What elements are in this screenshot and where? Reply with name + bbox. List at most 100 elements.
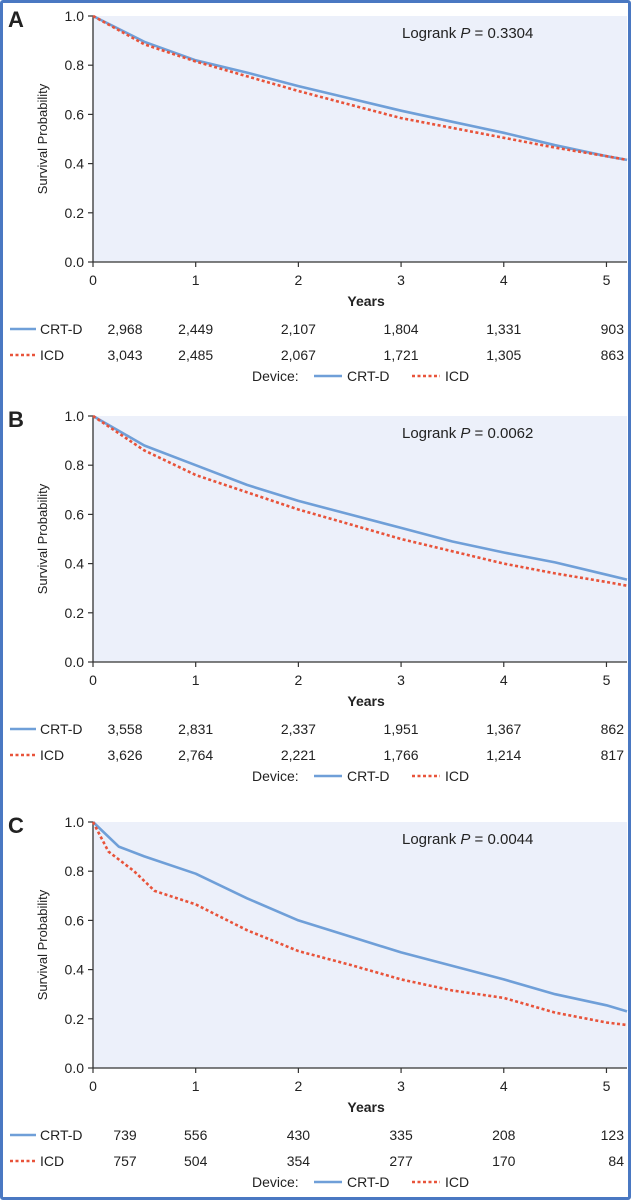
legend-item-label: CRT-D [347, 368, 390, 384]
x-tick-label: 0 [89, 1078, 97, 1094]
risk-table-value: 2,221 [281, 747, 316, 763]
x-tick-label: 4 [500, 672, 508, 688]
risk-table-value: 2,968 [107, 321, 142, 337]
y-tick-label: 0.8 [65, 863, 85, 879]
y-tick-label: 1.0 [65, 814, 85, 830]
x-tick-label: 5 [603, 1078, 611, 1094]
risk-table-group-name: ICD [40, 747, 64, 763]
risk-table-value: 1,951 [384, 721, 419, 737]
x-tick-label: 2 [294, 1078, 302, 1094]
logrank-prefix: Logrank [402, 831, 460, 848]
logrank-value: = 0.3304 [470, 25, 533, 42]
x-tick-label: 4 [500, 1078, 508, 1094]
y-tick-label: 0.2 [65, 205, 85, 221]
y-tick-label: 0.6 [65, 106, 85, 122]
risk-table-value: 1,766 [384, 747, 419, 763]
series-line-crt-d [92, 14, 628, 162]
risk-table-value: 354 [287, 1153, 311, 1169]
legend-item-label: CRT-D [347, 768, 390, 784]
risk-table-value: 2,107 [281, 321, 316, 337]
y-tick-label: 0.6 [65, 506, 85, 522]
risk-table-group-name: CRT-D [40, 321, 83, 337]
y-tick-label: 0.0 [65, 1060, 85, 1076]
logrank-annotation: Logrank P = 0.0044 [402, 831, 533, 848]
x-axis-label: Years [347, 293, 385, 309]
x-tick-label: 5 [603, 672, 611, 688]
risk-table-value: 1,331 [486, 321, 521, 337]
series-line-icd [92, 14, 628, 162]
y-tick-label: 0.4 [65, 962, 85, 978]
risk-table-value: 123 [601, 1127, 625, 1143]
plot-area [93, 416, 627, 662]
series-line-crt-d [92, 821, 628, 1013]
risk-table-value: 757 [113, 1153, 137, 1169]
y-tick-label: 1.0 [65, 408, 85, 424]
risk-table-group-name: CRT-D [40, 1127, 83, 1143]
logrank-annotation: Logrank P = 0.3304 [402, 25, 533, 42]
y-tick-label: 0.2 [65, 605, 85, 621]
series-line-crt-d [92, 414, 628, 581]
legend-item-label: ICD [445, 768, 469, 784]
x-tick-label: 5 [603, 272, 611, 288]
x-tick-label: 3 [397, 1078, 405, 1094]
risk-table-value: 2,067 [281, 347, 316, 363]
legend-title: Device: [252, 768, 299, 784]
risk-table-value: 2,485 [178, 347, 213, 363]
y-tick-label: 0.2 [65, 1011, 85, 1027]
risk-table-value: 1,721 [384, 347, 419, 363]
y-tick-label: 1.0 [65, 8, 85, 24]
panel-label: A [8, 7, 24, 32]
plot-area [93, 16, 627, 262]
risk-table-value: 208 [492, 1127, 516, 1143]
logrank-p: P [460, 25, 470, 42]
x-axis-label: Years [347, 693, 385, 709]
x-tick-label: 2 [294, 272, 302, 288]
risk-table-value: 2,449 [178, 321, 213, 337]
y-tick-label: 0.0 [65, 654, 85, 670]
risk-table-value: 2,337 [281, 721, 316, 737]
risk-table-value: 2,831 [178, 721, 213, 737]
panel-label: C [8, 813, 24, 838]
x-tick-label: 1 [192, 672, 200, 688]
y-axis-label: Survival Probability [35, 483, 50, 594]
x-tick-label: 3 [397, 272, 405, 288]
y-tick-label: 0.4 [65, 556, 85, 572]
x-tick-label: 1 [192, 1078, 200, 1094]
risk-table-value: 3,626 [107, 747, 142, 763]
legend-item-label: CRT-D [347, 1174, 390, 1190]
y-axis-label: Survival Probability [35, 889, 50, 1000]
risk-table-value: 1,214 [486, 747, 521, 763]
risk-table-value: 556 [184, 1127, 208, 1143]
legend-item-label: ICD [445, 1174, 469, 1190]
x-tick-label: 1 [192, 272, 200, 288]
logrank-value: = 0.0044 [470, 831, 533, 848]
risk-table-value: 335 [389, 1127, 413, 1143]
risk-table-value: 504 [184, 1153, 208, 1169]
y-axis-label: Survival Probability [35, 83, 50, 194]
risk-table-value: 863 [601, 347, 625, 363]
legend-title: Device: [252, 1174, 299, 1190]
risk-table-group-name: CRT-D [40, 721, 83, 737]
x-tick-label: 2 [294, 672, 302, 688]
y-tick-label: 0.4 [65, 156, 85, 172]
risk-table-value: 84 [608, 1153, 624, 1169]
x-tick-label: 0 [89, 672, 97, 688]
y-tick-label: 0.8 [65, 457, 85, 473]
plot-area [93, 822, 627, 1068]
logrank-annotation: Logrank P = 0.0062 [402, 425, 533, 442]
risk-table-value: 170 [492, 1153, 516, 1169]
x-tick-label: 3 [397, 672, 405, 688]
risk-table-value: 3,043 [107, 347, 142, 363]
risk-table-value: 817 [601, 747, 625, 763]
risk-table-value: 1,305 [486, 347, 521, 363]
logrank-prefix: Logrank [402, 25, 460, 42]
logrank-prefix: Logrank [402, 425, 460, 442]
risk-table-value: 277 [389, 1153, 413, 1169]
logrank-value: = 0.0062 [470, 425, 533, 442]
y-tick-label: 0.8 [65, 57, 85, 73]
series-line-icd [91, 821, 628, 1027]
legend-title: Device: [252, 368, 299, 384]
risk-table-group-name: ICD [40, 347, 64, 363]
